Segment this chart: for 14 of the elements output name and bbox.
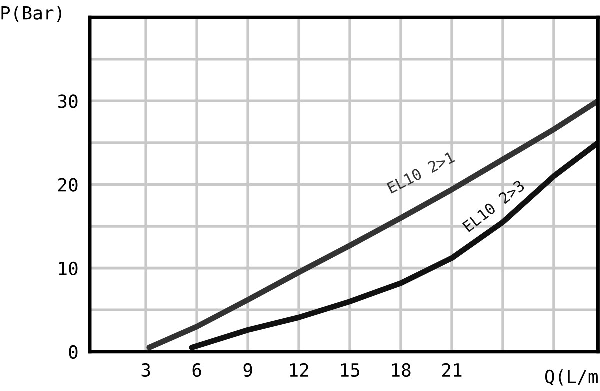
x-tick-label: 21	[442, 363, 462, 377]
x-tick-label: 15	[341, 364, 360, 378]
y-tick-label: 0	[69, 345, 78, 360]
x-tick-label: 9	[244, 363, 252, 378]
text: EL10 2>1	[386, 151, 456, 194]
x-tick-label: 18	[392, 363, 411, 378]
x-tick-label: 3	[142, 363, 150, 378]
y-axis-title: P(Bar)	[2, 6, 62, 22]
y-tick-label: 20	[58, 178, 78, 192]
y-tick-label: 30	[58, 94, 78, 108]
x-tick-label: 6	[192, 363, 202, 378]
x-tick-label: 12	[290, 363, 308, 377]
x-axis-title: Q(L/m	[545, 370, 598, 386]
y-tick-label: 10	[59, 262, 78, 276]
